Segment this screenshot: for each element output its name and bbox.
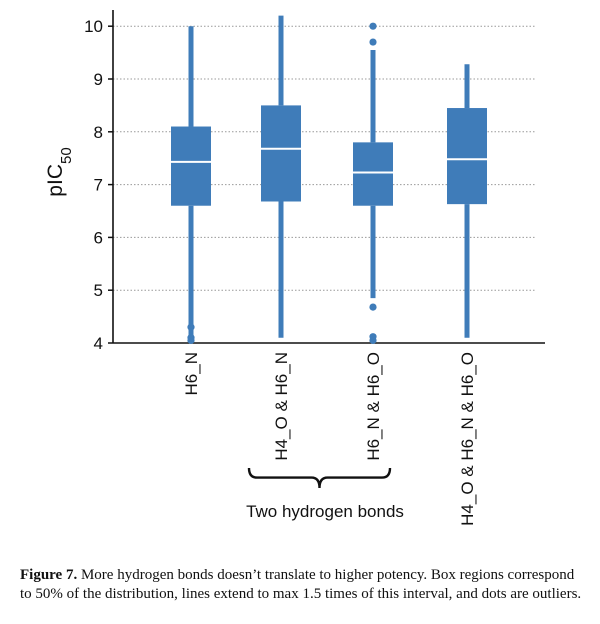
box-series [171, 15, 487, 344]
category-label-4: H4_O & H6_N & H6_O [458, 352, 477, 526]
ytick-label-6: 6 [94, 228, 103, 247]
ytick-label-5: 5 [94, 281, 103, 300]
figure-caption: Figure 7. More hydrogen bonds doesn’t tr… [20, 566, 586, 604]
category-labels: H6_N H4_O & H6_N H6_N & H6_O H4_O & H6_N & … [182, 352, 477, 526]
box-group-3 [353, 22, 393, 344]
category-label-3: H6_N & H6_O [364, 352, 383, 461]
annotation-brace: Two hydrogen bonds [246, 467, 404, 521]
y-tick-labels: 4 5 6 7 8 9 10 [84, 17, 103, 353]
y-axis-title-main: pIC [44, 164, 67, 197]
box-group-2 [261, 15, 301, 338]
box-iqr-2 [261, 105, 301, 202]
box-iqr-4 [447, 108, 487, 205]
brace-shape [247, 467, 392, 489]
outlier-1-3 [187, 323, 195, 331]
outlier-3-4 [369, 38, 377, 46]
outlier-3-2 [369, 333, 377, 341]
category-label-2: H4_O & H6_N [272, 352, 291, 461]
y-axis-title-subscript: 50 [58, 147, 75, 164]
box-group-1 [171, 26, 211, 344]
outlier-1-2 [187, 334, 195, 342]
outlier-3-3 [369, 303, 377, 311]
caption-label: Figure 7. [20, 567, 78, 583]
caption-text: More hydrogen bonds doesn’t translate to… [20, 567, 582, 602]
ytick-label-4: 4 [94, 334, 103, 353]
y-axis-title: pIC50 [44, 147, 75, 196]
ytick-label-8: 8 [94, 123, 103, 142]
category-label-1: H6_N [182, 352, 201, 395]
brace-label: Two hydrogen bonds [246, 502, 404, 521]
outlier-3-5 [369, 22, 377, 30]
box-iqr-3 [353, 142, 393, 206]
ytick-label-10: 10 [84, 17, 103, 36]
box-iqr-1 [171, 126, 211, 206]
boxplot-chart: 4 5 6 7 8 9 10 H6_N H4_O & H6_N H6_N & H6_O H4_O … [44, 10, 545, 526]
ytick-label-7: 7 [94, 176, 103, 195]
boxplot-figure: 4 5 6 7 8 9 10 H6_N H4_O & H6_N H6_N & H6_O H4_O … [44, 10, 545, 526]
box-group-4 [447, 64, 487, 338]
ytick-label-9: 9 [94, 70, 103, 89]
axes [112, 10, 545, 344]
